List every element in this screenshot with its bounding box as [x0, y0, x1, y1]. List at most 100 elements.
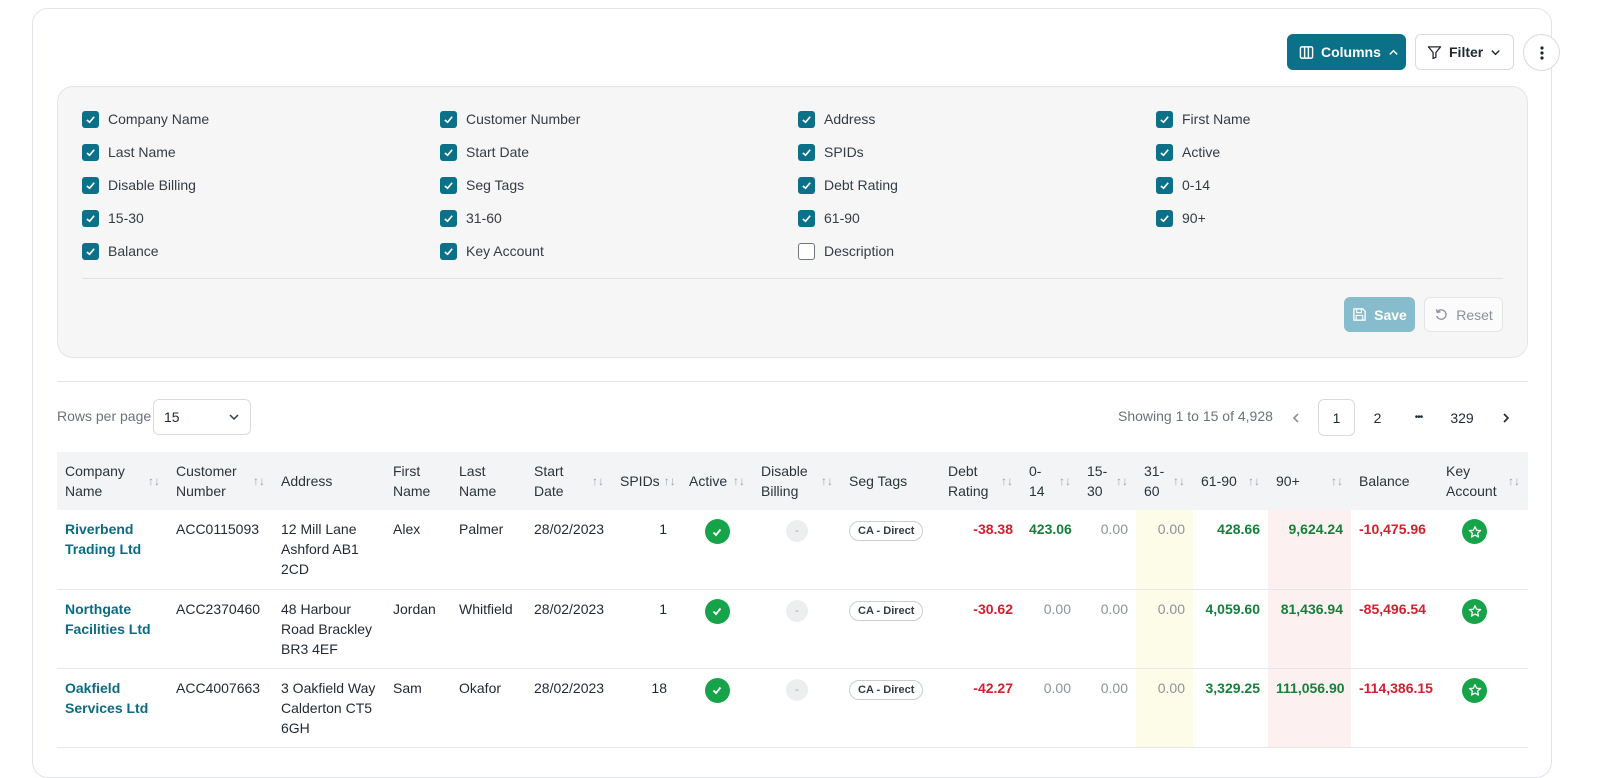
column-toggle-checkbox[interactable]: Last Name — [82, 142, 176, 162]
company-name-link[interactable]: Northgate Facilities Ltd — [65, 600, 151, 637]
column-toggle-checkbox[interactable]: Disable Billing — [82, 175, 196, 195]
checkbox-debt-rating[interactable] — [798, 176, 815, 194]
column-header-d15-30[interactable]: 15-30 ↑↓ — [1079, 452, 1136, 510]
checkbox-disable-billing[interactable] — [82, 176, 99, 194]
column-header-label: Customer Number — [176, 463, 237, 499]
column-toggle-label: Active — [1182, 144, 1221, 160]
sort-icon[interactable]: ↑↓ — [1059, 474, 1071, 488]
spids-count: 1 — [659, 521, 667, 537]
sort-icon[interactable]: ↑↓ — [1116, 474, 1128, 488]
column-toggle-checkbox[interactable]: Customer Number — [440, 109, 580, 129]
table-row[interactable]: Oakfield Services Ltd ACC4007663 3 Oakfiel… — [57, 668, 1528, 748]
column-header-d31-60[interactable]: 31-60 ↑↓ — [1136, 452, 1193, 510]
next-page-button[interactable] — [1487, 399, 1524, 436]
previous-page-button[interactable] — [1277, 399, 1314, 436]
column-toggle-label: First Name — [1182, 111, 1251, 127]
column-header-start[interactable]: Start Date ↑↓ — [526, 452, 612, 510]
sort-icon[interactable]: ↑↓ — [1001, 474, 1013, 488]
chevron-down-icon — [1491, 49, 1500, 55]
column-toggle-checkbox[interactable]: Start Date — [440, 142, 529, 162]
disable-billing-indicator: - — [786, 678, 808, 701]
table-row[interactable]: Riverbend Trading Ltd ACC0115093 12 Mill L… — [57, 510, 1528, 590]
checkbox-address[interactable] — [798, 110, 815, 128]
column-toggle-label: Disable Billing — [108, 177, 196, 193]
filter-button[interactable]: Filter — [1415, 34, 1514, 70]
checkbox-spids[interactable] — [798, 143, 815, 161]
column-header-address: Address — [273, 452, 385, 510]
sort-icon[interactable]: ↑↓ — [733, 474, 745, 488]
page-button-2[interactable]: 2 — [1373, 409, 1382, 426]
column-header-customer[interactable]: Customer Number ↑↓ — [168, 452, 273, 510]
checkbox-description[interactable] — [798, 242, 815, 260]
checkbox-31-60[interactable] — [440, 209, 457, 227]
column-header-label: 31-60 — [1144, 463, 1165, 499]
column-toggle-checkbox[interactable]: Address — [798, 109, 875, 129]
column-header-key[interactable]: Key Account ↑↓ — [1438, 452, 1528, 510]
column-toggle-label: 31-60 — [466, 210, 502, 226]
column-toggle-checkbox[interactable]: Debt Rating — [798, 175, 898, 195]
sort-icon[interactable]: ↑↓ — [1331, 474, 1343, 488]
save-button[interactable]: Save — [1344, 297, 1415, 332]
checkbox-key-account[interactable] — [440, 242, 457, 260]
more-options-button[interactable] — [1523, 34, 1560, 71]
sort-icon[interactable]: ↑↓ — [1248, 474, 1260, 488]
column-toggle-checkbox[interactable]: Description — [798, 241, 894, 261]
column-header-spids[interactable]: SPIDs ↑↓ — [612, 452, 681, 510]
column-header-label: Debt Rating — [948, 463, 989, 499]
sort-icon[interactable]: ↑↓ — [663, 474, 676, 488]
company-name-link[interactable]: Riverbend Trading Ltd — [65, 521, 142, 557]
checkbox-seg-tags[interactable] — [440, 176, 457, 194]
active-check-icon — [704, 677, 730, 703]
checkbox-0-14[interactable] — [1156, 176, 1173, 194]
column-toggle-checkbox[interactable]: Active — [1156, 142, 1220, 162]
column-toggle-checkbox[interactable]: 0-14 — [1156, 175, 1210, 195]
column-header-active[interactable]: Active ↑↓ — [681, 452, 753, 510]
table-row[interactable]: Northgate Facilities Ltd ACC2370460 48 Har… — [57, 589, 1528, 669]
column-toggle-checkbox[interactable]: SPIDs — [798, 142, 864, 162]
checkbox-company-name[interactable] — [82, 110, 99, 128]
last-name: Palmer — [459, 521, 504, 537]
checkbox-61-90[interactable] — [798, 209, 815, 227]
checkbox-active[interactable] — [1156, 143, 1173, 161]
sort-icon[interactable]: ↑↓ — [1508, 474, 1520, 488]
sort-icon[interactable]: ↑↓ — [592, 474, 604, 488]
column-header-d90p[interactable]: 90+ ↑↓ — [1268, 452, 1351, 510]
page-button-1[interactable]: 1 — [1318, 399, 1355, 436]
column-toggle-checkbox[interactable]: 90+ — [1156, 208, 1206, 228]
column-header-company[interactable]: Company Name ↑↓ — [57, 452, 168, 510]
column-toggle-checkbox[interactable]: First Name — [1156, 109, 1250, 129]
checkbox-first-name[interactable] — [1156, 110, 1173, 128]
sort-icon[interactable]: ↑↓ — [253, 474, 265, 488]
aged-61-90: 3,329.25 — [1205, 679, 1261, 696]
column-toggle-checkbox[interactable]: Seg Tags — [440, 175, 524, 195]
checkbox-15-30[interactable] — [82, 209, 99, 227]
column-header-label: 0-14 — [1029, 463, 1045, 499]
checkbox-start-date[interactable] — [440, 143, 457, 161]
reset-button[interactable]: Reset — [1424, 297, 1503, 332]
column-header-d61-90[interactable]: 61-90 ↑↓ — [1193, 452, 1268, 510]
checkbox-90[interactable] — [1156, 209, 1173, 227]
aged-90-plus: 9,624.24 — [1288, 521, 1344, 537]
column-toggle-checkbox[interactable]: Company Name — [82, 109, 209, 129]
sort-icon[interactable]: ↑↓ — [148, 474, 160, 488]
rows-per-page-select[interactable]: 15 — [153, 399, 251, 435]
column-toggle-checkbox[interactable]: 61-90 — [798, 208, 860, 228]
checkbox-last-name[interactable] — [82, 143, 99, 161]
checkbox-customer-number[interactable] — [440, 110, 457, 128]
column-toggle-checkbox[interactable]: 15-30 — [82, 208, 144, 228]
column-toggle-checkbox[interactable]: 31-60 — [440, 208, 502, 228]
column-toggle-checkbox[interactable]: Key Account — [440, 241, 544, 261]
page-button-329[interactable]: 329 — [1450, 409, 1474, 426]
column-toggle-label: 15-30 — [108, 210, 144, 226]
column-toggle-checkbox[interactable]: Balance — [82, 241, 159, 261]
column-header-d0-14[interactable]: 0-14 ↑↓ — [1021, 452, 1079, 510]
column-header-debt[interactable]: Debt Rating ↑↓ — [940, 452, 1021, 510]
seg-tag-badge: CA - Direct — [849, 521, 924, 541]
column-toggle-label: Customer Number — [466, 111, 581, 127]
checkbox-balance[interactable] — [82, 242, 99, 260]
columns-button[interactable]: Columns — [1287, 34, 1406, 70]
sort-icon[interactable]: ↑↓ — [821, 474, 833, 488]
column-header-disable[interactable]: Disable Billing ↑↓ — [753, 452, 841, 510]
company-name-link[interactable]: Oakfield Services Ltd — [65, 679, 149, 716]
sort-icon[interactable]: ↑↓ — [1173, 474, 1185, 488]
